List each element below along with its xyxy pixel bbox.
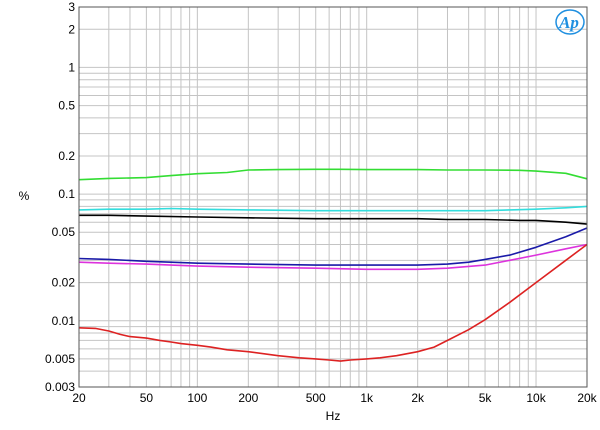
series-line-3 <box>79 214 588 225</box>
series-line-4 <box>78 227 588 266</box>
x-tick-label: 2k <box>411 391 425 405</box>
x-tick-label: 20 <box>72 391 86 405</box>
y-tick-label: 0.5 <box>58 99 75 113</box>
x-axis-label: Hz <box>326 409 341 423</box>
y-tick-label: 3 <box>68 0 75 14</box>
x-tick-label: 20k <box>577 391 597 405</box>
x-tick-labels: 20 50 100 200 500 1k 2k 5k 10k 20k <box>72 391 597 405</box>
plot-frame <box>78 6 588 388</box>
series-line-5 <box>78 243 588 271</box>
grid <box>79 7 587 387</box>
x-tick-label: 200 <box>238 391 258 405</box>
x-tick-label: 100 <box>187 391 207 405</box>
plot-background <box>79 7 587 387</box>
x-tick-label: 1k <box>360 391 374 405</box>
series-line-1 <box>78 168 588 181</box>
y-tick-label: 0.05 <box>52 225 76 239</box>
y-axis-label: % <box>19 189 30 203</box>
ap-logo: Ap <box>555 9 585 35</box>
y-tick-labels: 3 2 1 0.5 0.2 0.1 0.05 0.02 0.01 0.005 0.003 <box>45 0 75 394</box>
y-tick-label: 1 <box>68 60 75 74</box>
series-group <box>78 168 588 362</box>
y-tick-label: 2 <box>68 22 75 36</box>
x-tick-label: 5k <box>479 391 493 405</box>
y-tick-label: 0.003 <box>45 380 75 394</box>
x-tick-label: 50 <box>140 391 154 405</box>
y-tick-label: 0.02 <box>52 276 76 290</box>
series-line-6 <box>78 243 588 362</box>
y-tick-label: 0.005 <box>45 352 75 366</box>
series-line-2 <box>78 205 588 212</box>
y-tick-label: 0.2 <box>58 149 75 163</box>
x-tick-label: 500 <box>306 391 326 405</box>
y-tick-label: 0.01 <box>52 314 76 328</box>
ap-logo-text: Ap <box>558 13 579 32</box>
x-tick-label: 10k <box>526 391 546 405</box>
y-tick-label: 0.1 <box>58 187 75 201</box>
